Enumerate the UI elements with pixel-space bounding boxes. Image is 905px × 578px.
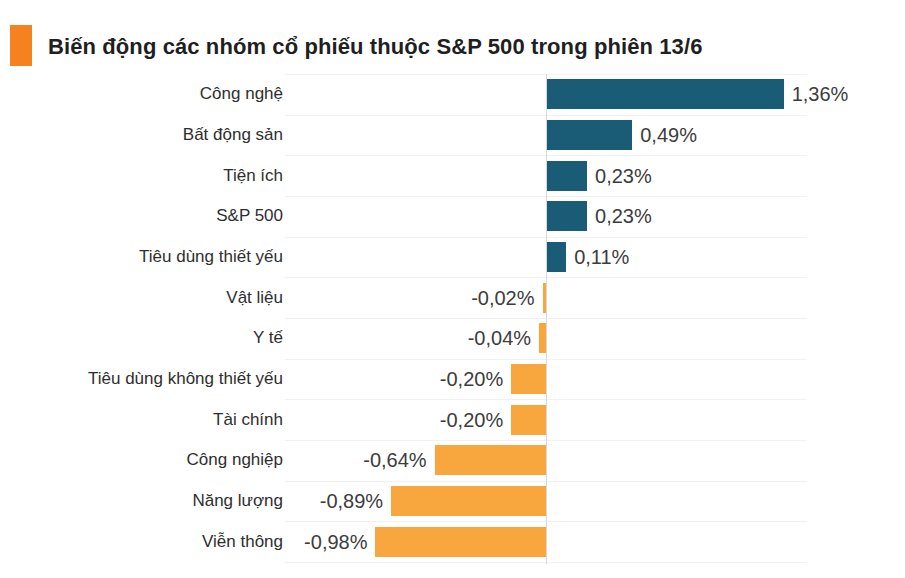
value-label: 1,36%: [792, 83, 849, 106]
category-label: S&P 500: [0, 206, 283, 226]
value-label: -0,64%: [363, 449, 426, 472]
value-label: -0,89%: [320, 490, 383, 513]
bar: [547, 201, 587, 231]
bar: [511, 364, 546, 394]
value-label: 0,23%: [595, 205, 652, 228]
value-label: -0,20%: [440, 408, 503, 431]
category-label: Công nghệ: [0, 84, 283, 104]
bar: [539, 323, 546, 353]
value-label: -0,04%: [468, 327, 531, 350]
value-label: -0,20%: [440, 368, 503, 391]
bar: [435, 445, 546, 475]
bar: [543, 283, 546, 313]
category-label: Tiện ích: [0, 166, 283, 186]
category-label: Vật liệu: [0, 288, 283, 308]
category-label: Y tế: [0, 328, 283, 348]
category-label: Công nghiệp: [0, 450, 283, 470]
value-label: 0,23%: [595, 164, 652, 187]
bar: [511, 405, 546, 435]
category-label: Tiêu dùng không thiết yếu: [0, 369, 283, 389]
bar: [547, 161, 587, 191]
value-label: 0,11%: [574, 246, 629, 269]
chart-figure: Biến động các nhóm cổ phiếu thuộc S&P 50…: [0, 0, 905, 578]
value-label: -0,98%: [304, 530, 367, 553]
category-label: Tài chính: [0, 410, 283, 430]
value-label: 0,49%: [640, 124, 697, 147]
category-label: Năng lượng: [0, 491, 283, 511]
bar: [547, 79, 784, 109]
bar: [547, 242, 566, 272]
value-label: -0,02%: [471, 286, 534, 309]
category-label: Viễn thông: [0, 532, 283, 552]
category-label: Bất động sản: [0, 125, 283, 145]
bar: [391, 486, 546, 516]
bar-chart: Công nghệ 1,36% Bất động sản 0,49% Tiện ích 0…: [0, 0, 905, 578]
bar: [547, 120, 632, 150]
bar: [375, 527, 546, 557]
category-label: Tiêu dùng thiết yếu: [0, 247, 283, 267]
